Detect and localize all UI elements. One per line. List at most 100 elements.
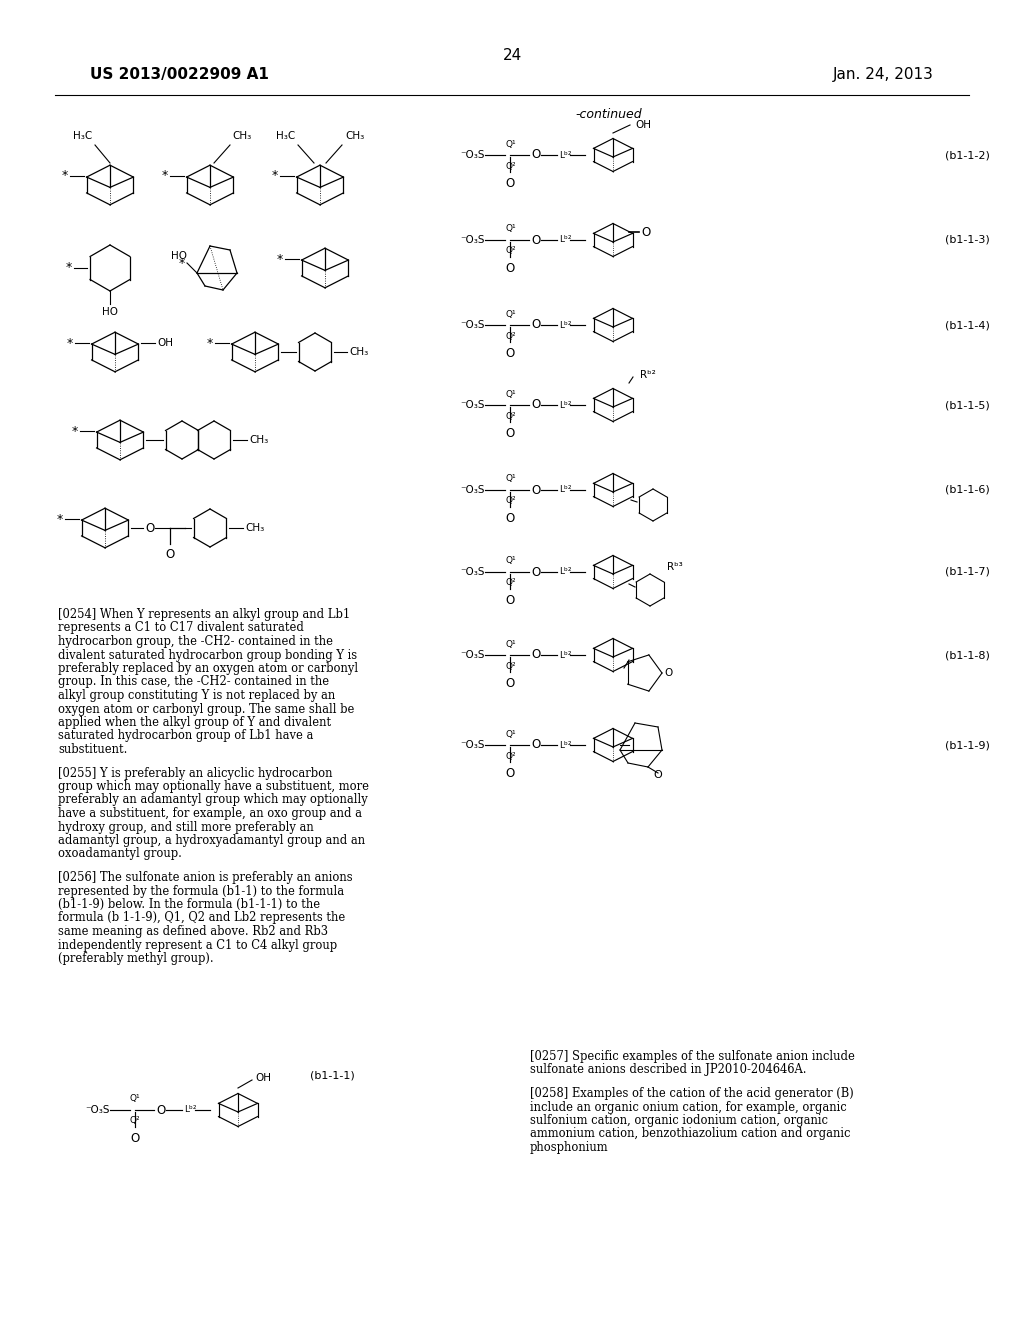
Text: H₃C: H₃C xyxy=(73,131,92,141)
Text: O: O xyxy=(506,677,515,690)
Text: CH₃: CH₃ xyxy=(245,523,264,533)
Text: ⁻O₃S: ⁻O₃S xyxy=(461,150,485,160)
Text: Q²: Q² xyxy=(505,496,516,506)
Text: adamantyl group, a hydroxyadamantyl group and an: adamantyl group, a hydroxyadamantyl grou… xyxy=(58,834,366,847)
Text: Jan. 24, 2013: Jan. 24, 2013 xyxy=(834,67,934,82)
Text: 24: 24 xyxy=(503,48,521,62)
Text: Lᵇ²: Lᵇ² xyxy=(559,568,571,577)
Text: ⁻O₃S: ⁻O₃S xyxy=(461,741,485,750)
Text: O: O xyxy=(506,347,515,360)
Text: Lᵇ²: Lᵇ² xyxy=(559,150,571,160)
Text: sulfonium cation, organic iodonium cation, organic: sulfonium cation, organic iodonium catio… xyxy=(530,1114,828,1127)
Text: O: O xyxy=(531,149,541,161)
Text: [0254] When Y represents an alkyl group and Lb1: [0254] When Y represents an alkyl group … xyxy=(58,609,350,620)
Text: Lᵇ²: Lᵇ² xyxy=(559,235,571,244)
Text: ⁻O₃S: ⁻O₃S xyxy=(461,484,485,495)
Text: Q²: Q² xyxy=(505,412,516,421)
Text: preferably an adamantyl group which may optionally: preferably an adamantyl group which may … xyxy=(58,793,368,807)
Text: Q¹: Q¹ xyxy=(505,309,516,318)
Text: *: * xyxy=(276,252,283,265)
Text: (b1-1-3): (b1-1-3) xyxy=(945,235,990,246)
Text: O: O xyxy=(506,261,515,275)
Text: hydrocarbon group, the -CH2- contained in the: hydrocarbon group, the -CH2- contained i… xyxy=(58,635,333,648)
Text: HO: HO xyxy=(171,251,187,261)
Text: *: * xyxy=(56,512,63,525)
Text: -continued: -continued xyxy=(575,108,642,121)
Text: saturated hydrocarbon group of Lb1 have a: saturated hydrocarbon group of Lb1 have … xyxy=(58,730,313,742)
Text: (preferably methyl group).: (preferably methyl group). xyxy=(58,952,214,965)
Text: O: O xyxy=(641,226,650,239)
Text: O: O xyxy=(506,512,515,525)
Text: ⁻O₃S: ⁻O₃S xyxy=(461,319,485,330)
Text: ⁻O₃S: ⁻O₃S xyxy=(461,235,485,246)
Text: *: * xyxy=(72,425,78,437)
Text: divalent saturated hydrocarbon group bonding Y is: divalent saturated hydrocarbon group bon… xyxy=(58,648,357,661)
Text: O: O xyxy=(531,399,541,412)
Text: O: O xyxy=(531,234,541,247)
Text: oxoadamantyl group.: oxoadamantyl group. xyxy=(58,847,182,861)
Text: ⁻O₃S: ⁻O₃S xyxy=(461,568,485,577)
Text: ⁻O₃S: ⁻O₃S xyxy=(461,400,485,411)
Text: Q¹: Q¹ xyxy=(505,730,516,738)
Text: O: O xyxy=(531,648,541,661)
Text: (b1-1-4): (b1-1-4) xyxy=(945,319,990,330)
Text: Q¹: Q¹ xyxy=(505,474,516,483)
Text: Q¹: Q¹ xyxy=(505,639,516,648)
Text: (b1-1-9): (b1-1-9) xyxy=(945,741,990,750)
Text: represents a C1 to C17 divalent saturated: represents a C1 to C17 divalent saturate… xyxy=(58,622,304,635)
Text: O: O xyxy=(531,565,541,578)
Text: HO: HO xyxy=(102,308,118,317)
Text: H₃C: H₃C xyxy=(275,131,295,141)
Text: *: * xyxy=(61,169,68,182)
Text: Q²: Q² xyxy=(505,331,516,341)
Text: *: * xyxy=(67,337,73,350)
Text: CH₃: CH₃ xyxy=(345,131,365,141)
Text: (b1-1-1): (b1-1-1) xyxy=(310,1071,354,1080)
Text: O: O xyxy=(145,521,155,535)
Text: Q²: Q² xyxy=(505,578,516,587)
Text: sulfonate anions described in JP2010-204646A.: sulfonate anions described in JP2010-204… xyxy=(530,1064,807,1077)
Text: include an organic onium cation, for example, organic: include an organic onium cation, for exa… xyxy=(530,1101,847,1114)
Text: (b1-1-8): (b1-1-8) xyxy=(945,649,990,660)
Text: (b1-1-6): (b1-1-6) xyxy=(945,484,990,495)
Text: *: * xyxy=(271,169,278,182)
Text: O: O xyxy=(531,318,541,331)
Text: (b1-1-7): (b1-1-7) xyxy=(945,568,990,577)
Text: *: * xyxy=(179,256,185,269)
Text: formula (b 1-1-9), Q1, Q2 and Lb2 represents the: formula (b 1-1-9), Q1, Q2 and Lb2 repres… xyxy=(58,912,345,924)
Text: [0256] The sulfonate anion is preferably an anions: [0256] The sulfonate anion is preferably… xyxy=(58,871,352,884)
Text: phosphonium: phosphonium xyxy=(530,1140,608,1154)
Text: Lᵇ²: Lᵇ² xyxy=(559,651,571,660)
Text: Lᵇ²: Lᵇ² xyxy=(559,741,571,750)
Text: CH₃: CH₃ xyxy=(232,131,251,141)
Text: *: * xyxy=(162,169,168,182)
Text: OH: OH xyxy=(635,120,651,129)
Text: ⁻O₃S: ⁻O₃S xyxy=(85,1105,110,1115)
Text: Rᵇ³: Rᵇ³ xyxy=(667,562,683,572)
Text: Q¹: Q¹ xyxy=(505,389,516,399)
Text: *: * xyxy=(207,337,213,350)
Text: O: O xyxy=(130,1133,139,1144)
Text: (b1-1-9) below. In the formula (b1-1-1) to the: (b1-1-9) below. In the formula (b1-1-1) … xyxy=(58,898,321,911)
Text: have a substituent, for example, an oxo group and a: have a substituent, for example, an oxo … xyxy=(58,807,362,820)
Text: group. In this case, the -CH2- contained in the: group. In this case, the -CH2- contained… xyxy=(58,676,329,689)
Text: [0255] Y is preferably an alicyclic hydrocarbon: [0255] Y is preferably an alicyclic hydr… xyxy=(58,767,333,780)
Text: Rᵇ²: Rᵇ² xyxy=(640,370,655,380)
Text: substituent.: substituent. xyxy=(58,743,127,756)
Text: Lᵇ²: Lᵇ² xyxy=(559,400,571,409)
Text: O: O xyxy=(531,738,541,751)
Text: preferably replaced by an oxygen atom or carbonyl: preferably replaced by an oxygen atom or… xyxy=(58,663,358,675)
Text: Q¹: Q¹ xyxy=(505,140,516,149)
Text: O: O xyxy=(531,483,541,496)
Text: O: O xyxy=(506,426,515,440)
Text: oxygen atom or carbonyl group. The same shall be: oxygen atom or carbonyl group. The same … xyxy=(58,702,354,715)
Text: independently represent a C1 to C4 alkyl group: independently represent a C1 to C4 alkyl… xyxy=(58,939,337,952)
Text: *: * xyxy=(66,261,72,275)
Text: Q¹: Q¹ xyxy=(505,557,516,565)
Text: Lᵇ²: Lᵇ² xyxy=(559,321,571,330)
Text: O: O xyxy=(506,177,515,190)
Text: Lᵇ²: Lᵇ² xyxy=(559,486,571,495)
Text: US 2013/0022909 A1: US 2013/0022909 A1 xyxy=(90,67,269,82)
Text: alkyl group constituting Y is not replaced by an: alkyl group constituting Y is not replac… xyxy=(58,689,335,702)
Text: same meaning as defined above. Rb2 and Rb3: same meaning as defined above. Rb2 and R… xyxy=(58,925,328,939)
